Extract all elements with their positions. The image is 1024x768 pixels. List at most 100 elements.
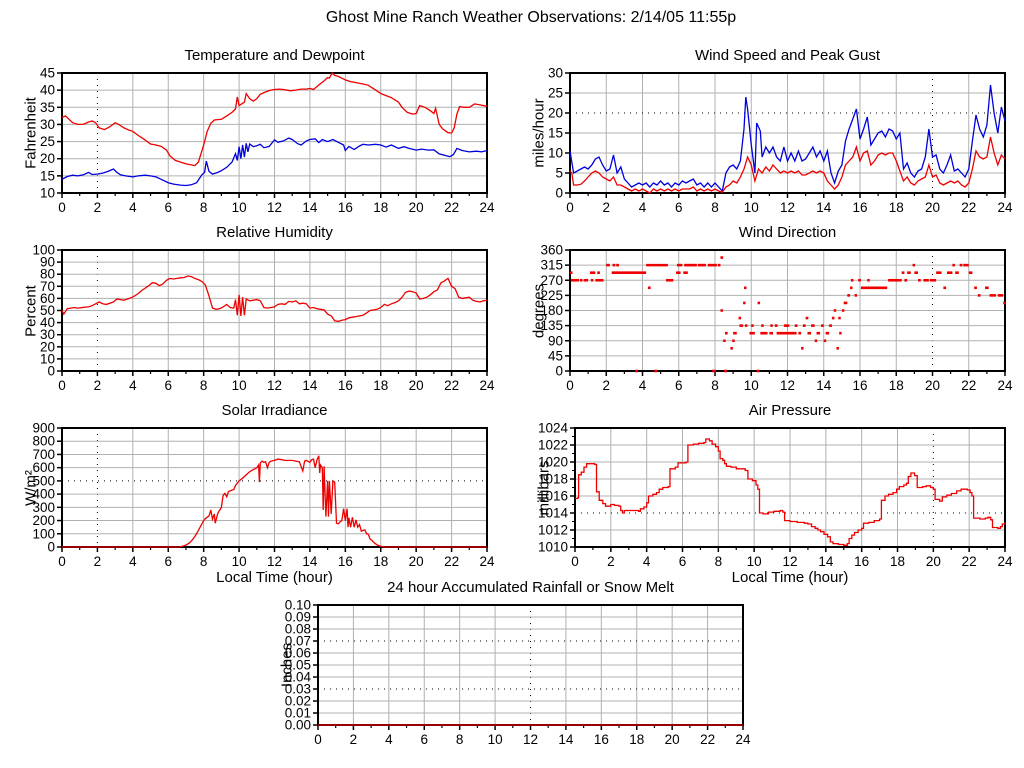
temperature-dewpoint-y-tick: 15 xyxy=(40,168,55,183)
air-pressure-y-tick: 1018 xyxy=(538,472,568,487)
rainfall-axis-ticks: 0 2 4 6 8 10 12 14 16 18 20 22 240.000.010.020.030.0… xyxy=(285,598,751,748)
solar-y-axis-label: W/m² xyxy=(22,469,40,506)
temperature-dewpoint-grid xyxy=(62,73,487,193)
wind-direction-y-axis-label: degrees xyxy=(530,283,548,338)
rainfall-y-tick: 0.02 xyxy=(285,694,311,709)
wind-direction-y-tick: 225 xyxy=(540,288,563,303)
temperature-y-axis-label: Fahrenheit xyxy=(22,97,40,169)
rainfall-y-tick: 0.07 xyxy=(285,634,311,649)
air-pressure-y-tick: 1010 xyxy=(538,540,568,555)
relative-humidity-line xyxy=(61,275,488,323)
solar-irradiance-y-tick: 500 xyxy=(32,473,55,488)
relative-humidity-y-tick: 100 xyxy=(32,243,55,258)
rainfall-y-tick: 0.00 xyxy=(285,718,311,733)
air-pressure-x-tick: 14 xyxy=(818,554,834,569)
air-pressure-x-tick: 10 xyxy=(747,554,762,569)
air-pressure-x-tick: 12 xyxy=(782,554,797,569)
solar-irradiance-x-tick: 4 xyxy=(129,554,137,569)
temperature-dewpoint-y-tick: 45 xyxy=(40,66,55,81)
air-pressure-x-tick: 0 xyxy=(571,554,579,569)
wind-direction-y-tick: 135 xyxy=(540,318,563,333)
wind-speed-gust-y-tick: 20 xyxy=(548,106,563,121)
temperature-line xyxy=(61,71,488,167)
solar-irradiance-y-tick: 600 xyxy=(32,460,55,475)
rainfall-x-tick: 4 xyxy=(385,732,393,747)
air-pressure-x-tick: 20 xyxy=(926,554,941,569)
solar-irradiance-x-tick: 18 xyxy=(373,554,388,569)
pressure-y-axis-label: millibars xyxy=(535,459,553,516)
relative-humidity-y-tick: 50 xyxy=(40,303,55,318)
solar-irradiance-y-tick: 300 xyxy=(32,500,55,515)
relative-humidity-y-tick: 20 xyxy=(40,339,55,354)
wind-direction-x-tick: 18 xyxy=(889,378,904,393)
air-pressure-chart: 0 2 4 6 8 10 12 14 16 18 20 22 241010101210141016101… xyxy=(538,421,1013,570)
air-pressure-x-tick: 2 xyxy=(607,554,615,569)
solar-irradiance-chart: 0 2 4 6 8 10 12 14 16 18 20 22 240100200300400500600… xyxy=(32,421,495,570)
air-pressure-x-tick: 24 xyxy=(997,554,1013,569)
temperature-dewpoint-x-tick: 22 xyxy=(444,200,459,215)
solar-irradiance-line xyxy=(62,455,487,548)
temperature-dewpoint-y-tick: 25 xyxy=(40,134,55,149)
wind-speed-gust-x-tick: 10 xyxy=(744,200,759,215)
relative-humidity-y-tick: 80 xyxy=(40,267,55,282)
relative-humidity-x-tick: 0 xyxy=(58,378,66,393)
temperature-dewpoint-x-tick: 8 xyxy=(200,200,208,215)
rainfall-x-tick: 6 xyxy=(420,732,428,747)
rainfall-chart: 0 2 4 6 8 10 12 14 16 18 20 22 240.000.010.020.030.0… xyxy=(285,598,751,748)
air-pressure-x-tick: 4 xyxy=(643,554,651,569)
wind-speed-gust-grid xyxy=(570,73,1005,193)
temperature-dewpoint-x-tick: 2 xyxy=(94,200,102,215)
wind-speed-gust-x-tick: 24 xyxy=(997,200,1013,215)
wind-direction-x-tick: 2 xyxy=(602,378,610,393)
rainfall-x-tick: 8 xyxy=(456,732,464,747)
temperature-dewpoint-y-tick: 35 xyxy=(40,100,55,115)
temperature-dewpoint-x-tick: 0 xyxy=(58,200,66,215)
rainfall-x-tick: 2 xyxy=(350,732,358,747)
rainfall-y-tick: 0.01 xyxy=(285,706,311,721)
relative-humidity-x-tick: 14 xyxy=(302,378,318,393)
temperature-dewpoint-x-tick: 12 xyxy=(267,200,282,215)
wind-speed-chart-title: Wind Speed and Peak Gust xyxy=(694,47,881,64)
wind-direction-y-tick: 270 xyxy=(540,273,563,288)
relative-humidity-x-tick: 4 xyxy=(129,378,137,393)
rainfall-chart-title: 24 hour Accumulated Rainfall or Snow Mel… xyxy=(387,579,674,596)
solar-irradiance-x-tick: 12 xyxy=(267,554,282,569)
temperature-dewpoint-x-tick: 10 xyxy=(232,200,247,215)
temperature-dewpoint-x-tick: 16 xyxy=(338,200,353,215)
wind-speed-gust-x-tick: 8 xyxy=(711,200,719,215)
rainfall-y-tick: 0.09 xyxy=(285,610,311,625)
wind-direction-x-tick: 4 xyxy=(639,378,647,393)
wind-speed-gust-y-tick: 10 xyxy=(548,146,563,161)
solar-irradiance-x-tick: 16 xyxy=(338,554,353,569)
temperature-dewpoint-x-tick: 14 xyxy=(302,200,318,215)
air-pressure-y-tick: 1016 xyxy=(538,489,568,504)
wind-direction-x-tick: 8 xyxy=(711,378,719,393)
relative-humidity-x-tick: 6 xyxy=(164,378,172,393)
solar-irradiance-y-tick: 0 xyxy=(47,540,55,555)
wind-direction-y-tick: 0 xyxy=(555,364,563,379)
wind-speed-gust-x-tick: 4 xyxy=(639,200,647,215)
relative-humidity-y-tick: 90 xyxy=(40,255,55,270)
air-pressure-x-tick: 18 xyxy=(890,554,905,569)
solar-irradiance-y-tick: 800 xyxy=(32,434,55,449)
wind-direction-chart-title: Wind Direction xyxy=(738,224,837,241)
wind-speed-gust-x-tick: 16 xyxy=(852,200,867,215)
wind-direction-x-tick: 24 xyxy=(997,378,1013,393)
air-pressure-line xyxy=(575,438,1006,546)
rainfall-x-tick: 10 xyxy=(488,732,503,747)
solar-irradiance-y-tick: 900 xyxy=(32,421,55,436)
relative-humidity-x-tick: 2 xyxy=(94,378,102,393)
solar-irradiance-grid xyxy=(62,428,487,547)
rainfall-x-tick: 0 xyxy=(314,732,322,747)
relative-humidity-y-tick: 40 xyxy=(40,315,55,330)
wind-direction-y-tick: 315 xyxy=(540,258,563,273)
wind-direction-x-tick: 14 xyxy=(816,378,832,393)
solar-irradiance-x-tick: 8 xyxy=(200,554,208,569)
relative-humidity-y-tick: 60 xyxy=(40,291,55,306)
temperature-dewpoint-x-tick: 24 xyxy=(479,200,495,215)
temperature-dewpoint-x-tick: 18 xyxy=(373,200,388,215)
relative-humidity-y-tick: 10 xyxy=(40,351,55,366)
wind-direction-x-tick: 12 xyxy=(780,378,795,393)
